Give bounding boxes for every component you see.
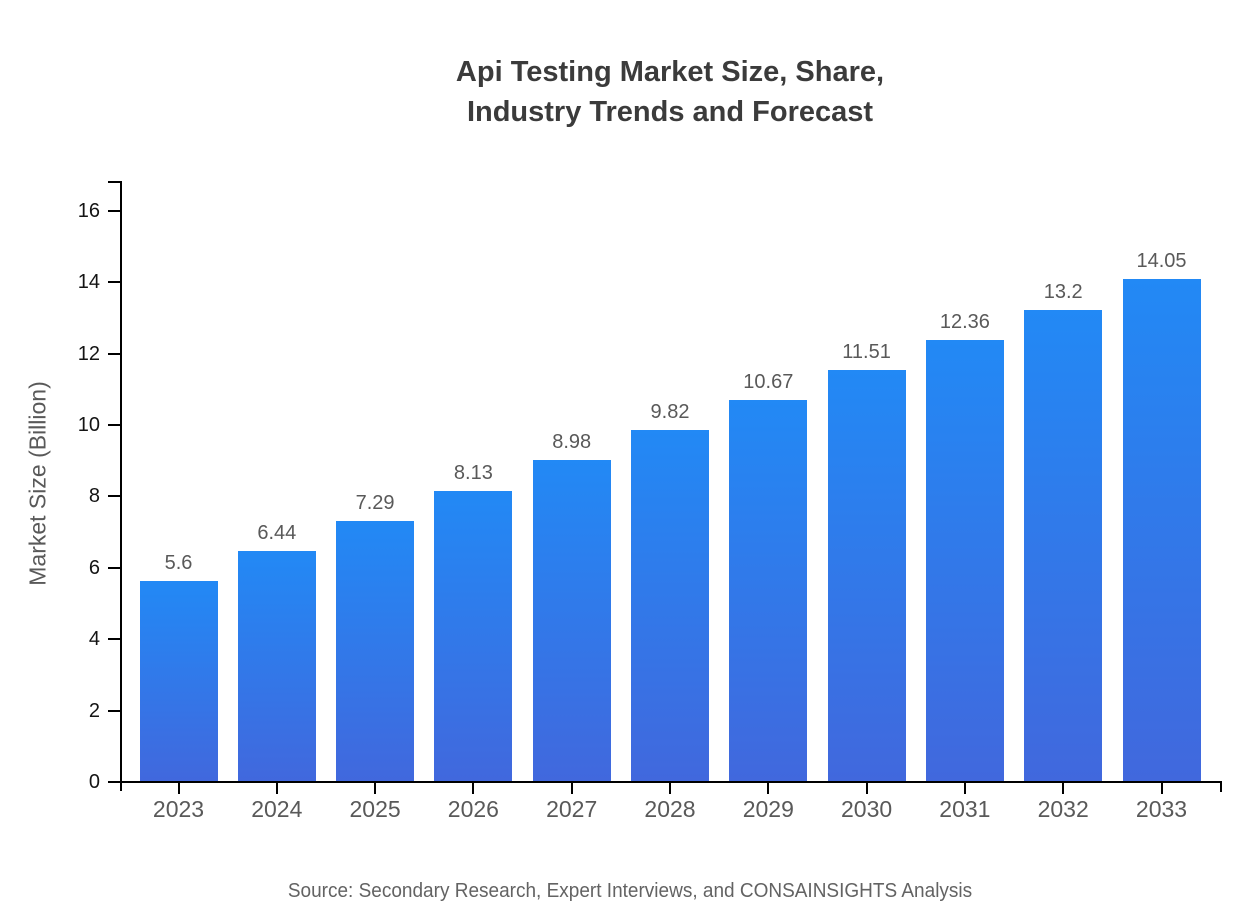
- bar-2032: [1024, 309, 1103, 781]
- y-tick: [108, 424, 120, 426]
- y-axis-title: Market Size (Billion): [24, 381, 51, 586]
- x-tick-label: 2029: [742, 796, 794, 822]
- bar-value-label: 14.05: [1136, 250, 1187, 273]
- bar-2024: [237, 551, 316, 781]
- bar-value-label: 7.29: [355, 491, 395, 514]
- bar-value-label: 8.98: [552, 431, 592, 454]
- x-tick-label: 2028: [644, 796, 696, 822]
- y-tick: [108, 709, 120, 712]
- x-tick: [275, 783, 278, 794]
- y-tick-label: 10: [77, 414, 100, 436]
- x-tick-label: 2026: [447, 796, 499, 822]
- x-tick: [374, 783, 377, 794]
- y-tick-label: 8: [88, 485, 100, 508]
- bar-value-label: 8.13: [453, 461, 493, 484]
- source-text: Source: Secondary Research, Expert Inter…: [287, 880, 973, 902]
- y-tick-label: 6: [88, 556, 100, 579]
- x-tick: [570, 783, 573, 794]
- x-tick-label: 2023: [152, 796, 205, 822]
- x-tick-label: 2031: [939, 796, 991, 822]
- bar-2033: [1122, 279, 1201, 781]
- y-tick-label: 12: [77, 342, 100, 365]
- x-tick-label: 2033: [1135, 796, 1188, 822]
- x-tick-label: 2025: [349, 796, 401, 822]
- y-tick: [108, 566, 120, 569]
- x-tick: [1160, 783, 1163, 794]
- x-tick-label: 2030: [841, 796, 893, 822]
- x-tick: [767, 783, 770, 794]
- chart-title: Api Testing Market Size, Share, Industry…: [455, 56, 885, 128]
- y-tick-label: 16: [77, 199, 100, 222]
- bar-2030: [827, 370, 906, 781]
- bar-2027: [532, 460, 611, 781]
- x-tick-label: 2027: [546, 796, 598, 822]
- bar-value-label: 13.2: [1043, 280, 1083, 303]
- bar-value-label: 5.6: [164, 552, 193, 575]
- bar-2026: [434, 490, 513, 781]
- x-tick-label: 2024: [251, 796, 303, 822]
- x-tick: [669, 783, 671, 794]
- y-tick: [108, 281, 120, 284]
- bar-value-label: 9.82: [650, 401, 690, 424]
- x-tick: [865, 783, 868, 794]
- bar-value-label: 12.36: [939, 310, 990, 333]
- y-tick: [108, 781, 120, 783]
- y-axis-line: [120, 181, 122, 791]
- y-tick-label: 4: [88, 628, 100, 651]
- bar-value-label: 11.51: [842, 341, 891, 364]
- x-tick-label: 2032: [1037, 796, 1089, 822]
- x-axis-line: [108, 781, 1222, 783]
- bar-2029: [729, 400, 808, 781]
- x-tick: [177, 783, 180, 794]
- y-axis-end-tick: [108, 181, 120, 183]
- x-axis-end-tick: [1220, 781, 1222, 792]
- y-tick-label: 14: [77, 271, 100, 294]
- y-tick: [108, 638, 120, 641]
- bar-2025: [336, 520, 415, 781]
- y-tick: [108, 352, 120, 355]
- x-tick: [963, 783, 966, 794]
- bar-2028: [631, 430, 709, 781]
- y-tick-label: 0: [88, 771, 100, 793]
- bar-2023: [139, 581, 218, 781]
- y-tick: [108, 495, 120, 498]
- y-tick-label: 2: [88, 699, 100, 722]
- x-tick: [1062, 783, 1065, 794]
- x-tick: [472, 783, 475, 794]
- bar-value-label: 10.67: [743, 371, 794, 394]
- y-tick: [108, 209, 120, 212]
- bar-2031: [925, 339, 1004, 781]
- bar-value-label: 6.44: [257, 522, 297, 545]
